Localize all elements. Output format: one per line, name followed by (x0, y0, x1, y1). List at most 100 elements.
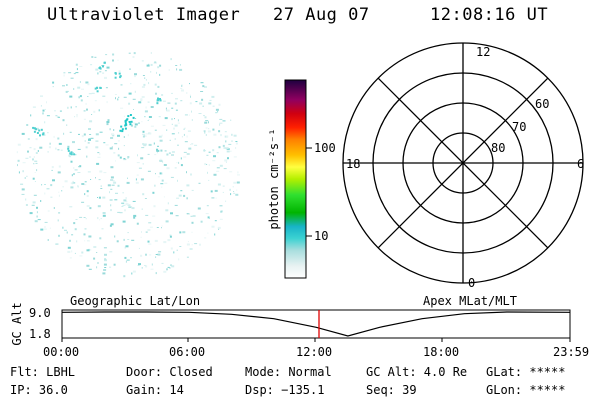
aurora-pixel (138, 101, 142, 104)
aurora-pixel (122, 192, 124, 194)
aurora-pixel (138, 167, 142, 169)
aurora-pixel (200, 220, 203, 223)
aurora-pixel (120, 84, 123, 86)
aurora-pixel (34, 160, 38, 162)
aurora-pixel (150, 125, 154, 127)
aurora-pixel (86, 155, 88, 158)
aurora-pixel (36, 169, 38, 172)
aurora-pixel (104, 76, 107, 79)
aurora-pixel (81, 88, 84, 90)
aurora-pixel (42, 112, 44, 115)
aurora-pixel (118, 96, 120, 98)
aurora-pixel (125, 260, 127, 263)
aurora-pixel (118, 72, 121, 75)
timeline-xlabel-1200: 12:00 (296, 345, 333, 359)
aurora-pixel (142, 133, 146, 135)
aurora-pixel (206, 154, 209, 156)
aurora-pixel (222, 144, 225, 147)
aurora-pixel (66, 124, 68, 126)
aurora-pixel (133, 214, 137, 217)
aurora-pixel (97, 205, 101, 208)
aurora-pixel (154, 154, 157, 156)
aurora-pixel (128, 92, 132, 95)
aurora-pixel (89, 120, 93, 123)
aurora-pixel (219, 123, 221, 126)
aurora-pixel (200, 91, 204, 92)
aurora-pixel (218, 146, 221, 149)
aurora-pixel (71, 250, 73, 253)
aurora-pixel (114, 76, 117, 79)
aurora-pixel (138, 263, 141, 266)
aurora-pixel (70, 77, 74, 79)
aurora-pixel (95, 140, 99, 142)
aurora-pixel (77, 185, 79, 188)
aurora-pixel (226, 151, 230, 153)
aurora-pixel (168, 152, 171, 154)
aurora-pixel (95, 68, 99, 71)
aurora-pixel (141, 267, 143, 269)
aurora-pixel (136, 174, 139, 176)
aurora-pixel (166, 109, 167, 112)
aurora-pixel (109, 266, 112, 268)
aurora-pixel (145, 253, 147, 256)
aurora-pixel (207, 216, 210, 219)
aurora-pixel (237, 174, 240, 176)
aurora-pixel (99, 87, 102, 89)
aurora-pixel (69, 152, 72, 155)
aurora-pixel (127, 204, 131, 206)
aurora-pixel (161, 227, 162, 229)
aurora-pixel (103, 142, 106, 144)
aurora-pixel (132, 122, 136, 124)
aurora-pixel (202, 85, 205, 88)
aurora-pixel (174, 124, 178, 127)
aurora-pixel (91, 92, 95, 94)
aurora-pixel (35, 152, 38, 154)
aurora-pixel (163, 241, 167, 244)
aurora-pixel (72, 180, 74, 183)
aurora-pixel (54, 110, 56, 112)
aurora-pixel (161, 262, 164, 264)
aurora-pixel (123, 136, 125, 138)
aurora-pixel (112, 59, 114, 62)
aurora-pixel (174, 167, 177, 169)
aurora-pixel (190, 215, 193, 217)
aurora-pixel (191, 231, 193, 233)
aurora-pixel (74, 252, 76, 254)
aurora-pixel (215, 197, 217, 199)
aurora-pixel (222, 191, 224, 193)
aurora-pixel (212, 149, 215, 152)
aurora-pixel (25, 198, 27, 201)
aurora-pixel (58, 194, 60, 197)
aurora-pixel (52, 86, 54, 88)
aurora-pixel (73, 222, 76, 225)
aurora-pixel (150, 63, 153, 66)
aurora-pixel (211, 95, 215, 98)
aurora-pixel (112, 180, 115, 183)
aurora-pixel (219, 118, 223, 120)
timeline-panel (61, 309, 571, 342)
aurora-pixel (46, 101, 47, 104)
aurora-pixel (60, 149, 63, 151)
aurora-pixel (96, 266, 98, 269)
aurora-pixel (215, 112, 218, 114)
aurora-pixel (59, 110, 62, 112)
aurora-pixel (191, 189, 194, 191)
aurora-pixel (221, 210, 223, 213)
aurora-pixel (134, 123, 138, 126)
aurora-pixel (16, 151, 18, 154)
aurora-pixel (169, 235, 172, 238)
aurora-pixel (76, 115, 78, 118)
aurora-pixel (214, 189, 218, 192)
aurora-pixel (118, 70, 121, 72)
colorbar (284, 79, 307, 279)
aurora-pixel (225, 200, 227, 202)
aurora-pixel (208, 121, 209, 124)
aurora-pixel (186, 184, 190, 187)
timeline-right-title: Apex MLat/MLT (423, 294, 517, 308)
aurora-pixel (120, 125, 123, 128)
aurora-pixel (213, 173, 217, 176)
aurora-pixel (57, 137, 60, 140)
aurora-pixel (186, 256, 189, 258)
aurora-pixel (99, 67, 102, 70)
aurora-pixel (119, 212, 123, 214)
